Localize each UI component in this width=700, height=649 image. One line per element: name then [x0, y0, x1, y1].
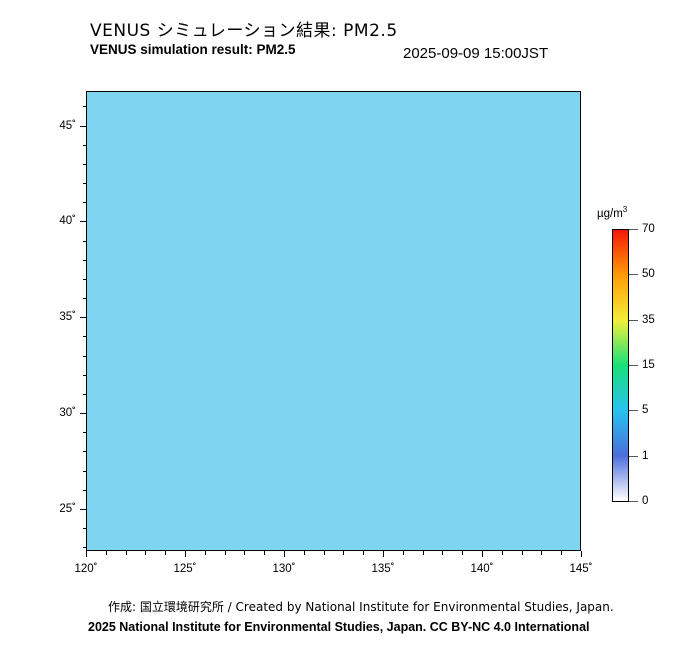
colorbar-unit-text: µg/m — [597, 207, 623, 220]
y-axis-major-tick — [80, 508, 86, 510]
x-axis-major-tick — [482, 551, 483, 557]
colorbar-tick-label: 5 — [642, 404, 649, 417]
y-axis-major-tick — [80, 125, 86, 127]
x-axis-minor-tick — [165, 551, 167, 555]
colorbar-tick-label: 0 — [642, 495, 649, 507]
colorbar-tick — [629, 410, 638, 412]
colorbar-unit-label: µg/m3 — [597, 205, 627, 220]
y-axis-tick-label: 35˚ — [59, 311, 76, 324]
x-axis-minor-tick — [224, 551, 226, 555]
y-axis-minor-tick — [82, 163, 86, 165]
x-axis-minor-tick — [264, 551, 266, 555]
y-axis-minor-tick — [82, 202, 86, 204]
colorbar-tick — [629, 229, 638, 230]
y-axis-minor-tick — [82, 298, 86, 299]
y-axis-tick-label: 40˚ — [59, 215, 76, 228]
y-axis-minor-tick — [82, 432, 86, 434]
y-axis-major-tick — [80, 413, 86, 414]
figure-title-japanese: VENUS シミュレーション結果: PM2.5 — [90, 21, 398, 41]
x-axis-tick-label: 140˚ — [470, 563, 494, 575]
x-axis-minor-tick — [501, 551, 503, 555]
x-axis-minor-tick — [105, 551, 107, 555]
colorbar-tick-label: 50 — [642, 268, 655, 281]
y-axis-minor-tick — [82, 240, 86, 242]
coastline-graticule-wind-overlay — [87, 92, 580, 550]
y-axis-minor-tick — [82, 470, 86, 472]
y-axis-major-tick — [80, 221, 86, 223]
colorbar-tick-label: 15 — [642, 359, 655, 371]
x-axis-tick-label: 130˚ — [272, 563, 296, 575]
x-axis-minor-tick — [303, 551, 305, 555]
x-axis-tick-label: 125˚ — [173, 563, 197, 575]
x-axis-minor-tick — [561, 551, 563, 555]
y-axis-minor-tick — [82, 528, 86, 529]
x-axis-minor-tick — [541, 551, 543, 555]
y-axis-tick-label: 30˚ — [59, 407, 76, 419]
x-axis-major-tick — [284, 551, 285, 557]
x-axis-minor-tick — [442, 551, 444, 555]
y-axis-minor-tick — [82, 259, 86, 261]
figure-title-english: VENUS simulation result: PM2.5 — [90, 42, 296, 57]
y-axis-minor-tick — [82, 144, 86, 146]
x-axis-major-tick — [86, 551, 87, 557]
x-axis-minor-tick — [462, 551, 464, 555]
x-axis-tick-label: 135˚ — [371, 563, 395, 575]
y-axis-minor-tick — [82, 547, 86, 549]
colorbar-tick-label: 35 — [642, 313, 655, 326]
colorbar-tick — [629, 455, 638, 457]
colorbar-unit-exponent: 3 — [622, 205, 628, 214]
colorbar-tick — [629, 274, 638, 276]
timestamp-label: 2025-09-09 15:00JST — [403, 45, 549, 62]
colorbar-tick-label: 70 — [642, 223, 655, 235]
y-axis-major-tick — [80, 317, 86, 319]
y-axis-minor-tick — [82, 355, 86, 357]
x-axis-tick-label: 120˚ — [74, 563, 98, 575]
colorbar: 0 1 5 15 35 50 70 — [612, 223, 655, 507]
x-axis-major-tick — [581, 551, 582, 557]
x-axis-minor-tick — [125, 551, 127, 555]
colorbar-gradient — [612, 229, 629, 502]
x-axis-minor-tick — [204, 551, 206, 555]
x-axis-major-tick — [383, 551, 384, 557]
x-axis-minor-tick — [422, 551, 424, 555]
y-axis-minor-tick — [82, 393, 86, 395]
colorbar-tick — [629, 365, 638, 366]
x-axis-minor-tick — [402, 551, 404, 555]
y-axis-minor-tick — [82, 489, 86, 491]
colorbar-tick-label: 1 — [642, 449, 649, 462]
y-axis-minor-tick — [82, 183, 86, 184]
x-axis-minor-tick — [145, 551, 147, 555]
colorbar-tick — [629, 319, 638, 321]
credit-line: 作成: 国立環境研究所 / Created by National Instit… — [108, 600, 614, 614]
y-axis-minor-tick — [82, 278, 86, 280]
y-axis-minor-tick — [82, 374, 86, 376]
x-axis-minor-tick — [323, 551, 325, 555]
x-axis-minor-tick — [363, 551, 365, 555]
y-axis-minor-tick — [82, 336, 86, 338]
license-line: 2025 National Institute for Environmenta… — [88, 620, 590, 634]
y-axis-minor-tick — [82, 106, 86, 108]
x-axis-major-tick — [185, 551, 186, 557]
y-axis-tick-label: 45˚ — [59, 119, 76, 132]
x-axis-minor-tick — [521, 551, 523, 555]
colorbar-tick — [629, 501, 638, 502]
map-plot-area — [86, 91, 581, 551]
x-axis-minor-tick — [244, 551, 246, 555]
y-axis-minor-tick — [82, 451, 86, 453]
x-axis-tick-label: 145˚ — [569, 563, 593, 575]
y-axis-tick-label: 25˚ — [59, 502, 76, 515]
x-axis-minor-tick — [343, 551, 345, 555]
